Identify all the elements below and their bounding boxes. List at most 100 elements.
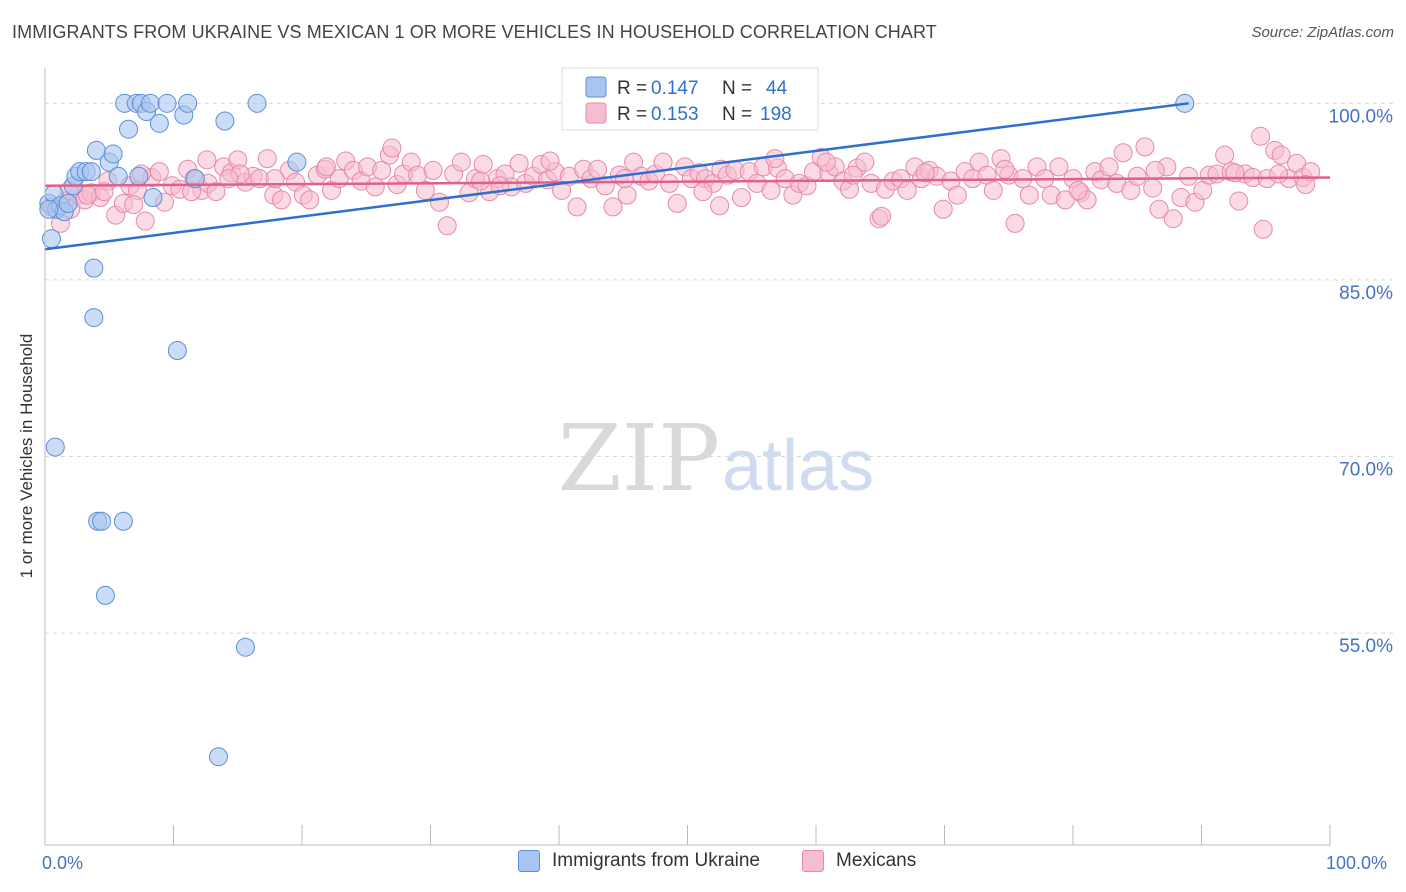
mexican-point xyxy=(473,155,493,175)
y-tick-label: 70.0% xyxy=(1339,460,1393,481)
stats-legend: R = 0.147 N = 44 R = 0.153 N = 198 xyxy=(561,67,819,131)
mexican-point xyxy=(1099,157,1119,177)
legend-r-label-mexican: R = xyxy=(617,104,647,125)
mexican-point xyxy=(271,190,291,210)
legend-swatch-mexican xyxy=(585,102,607,124)
mexican-point xyxy=(693,182,713,202)
y-tick-label: 55.0% xyxy=(1339,636,1393,657)
mexican-point xyxy=(603,197,623,217)
legend-n-label-ukraine: N = xyxy=(722,78,752,99)
ukraine-point xyxy=(178,93,198,113)
mexican-point xyxy=(1269,164,1289,184)
mexican-point xyxy=(1135,137,1155,157)
mexican-point xyxy=(1163,209,1183,229)
mexican-point xyxy=(915,163,935,183)
chart-title: IMMIGRANTS FROM UKRAINE VS MEXICAN 1 OR … xyxy=(12,22,937,42)
mexican-point xyxy=(382,138,402,158)
ukraine-point xyxy=(129,166,149,186)
mexican-point xyxy=(617,185,637,205)
mexican-point xyxy=(567,197,587,217)
mexican-point xyxy=(365,177,385,197)
mexican-point xyxy=(372,160,392,180)
series-legend: Immigrants from Ukraine Mexicans xyxy=(0,850,1406,880)
watermark-atlas: atlas xyxy=(722,426,874,506)
ukraine-point xyxy=(84,258,104,278)
ukraine-point xyxy=(140,93,160,113)
mexican-point xyxy=(1271,145,1291,165)
mexican-point xyxy=(206,182,226,202)
ukraine-point xyxy=(185,169,205,189)
mexican-point xyxy=(872,206,892,226)
ukraine-point xyxy=(39,199,59,219)
mexican-point xyxy=(1179,166,1199,186)
mexican-point xyxy=(1019,185,1039,205)
legend-label-mexican: Mexicans xyxy=(836,850,917,871)
mexican-point xyxy=(197,150,217,170)
mexican-point xyxy=(995,159,1015,179)
mexican-point xyxy=(588,159,608,179)
legend-r-label-ukraine: R = xyxy=(617,78,647,99)
source-label: Source: ZipAtlas.com xyxy=(1251,24,1394,41)
legend-n-value-mexican: 198 xyxy=(760,104,792,125)
legend-swatch-mexican-bottom xyxy=(802,850,824,872)
legend-swatch-ukraine xyxy=(585,76,607,98)
ukraine-point xyxy=(58,193,78,213)
legend-n-value-ukraine: 44 xyxy=(766,78,788,99)
x-tick-label-max: 100.0% xyxy=(1326,853,1388,873)
mexican-point xyxy=(947,185,967,205)
mexican-trend-line xyxy=(44,176,1331,187)
ukraine-trend-line xyxy=(44,102,1189,251)
mexican-point xyxy=(615,169,635,189)
mexican-point xyxy=(1049,157,1069,177)
ukraine-point xyxy=(84,308,104,328)
mexican-point xyxy=(149,162,169,182)
ukraine-point xyxy=(103,144,123,164)
mexican-point xyxy=(897,180,917,200)
mexican-point xyxy=(423,160,443,180)
mexican-point xyxy=(710,196,730,216)
mexican-point xyxy=(1149,199,1169,219)
mexican-point xyxy=(509,153,529,173)
ukraine-point xyxy=(167,341,187,361)
mexican-point xyxy=(300,190,320,210)
mexican-point xyxy=(855,152,875,172)
mexican-point xyxy=(1143,178,1163,198)
legend-r-value-mexican: 0.153 xyxy=(651,104,699,125)
mexican-point xyxy=(667,193,687,213)
legend-item-mexican: Mexicans xyxy=(802,850,916,872)
mexican-point xyxy=(1005,213,1025,233)
ukraine-point xyxy=(149,113,169,133)
mexican-point xyxy=(471,171,491,191)
y-tick-label: 100.0% xyxy=(1329,106,1394,127)
mexican-point xyxy=(429,192,449,212)
mexican-point xyxy=(540,151,560,171)
mexican-point xyxy=(257,149,277,169)
ukraine-point xyxy=(247,93,267,113)
mexican-point xyxy=(1127,166,1147,186)
mexican-point xyxy=(660,173,680,193)
y-tick-label: 85.0% xyxy=(1339,283,1393,304)
watermark-zip: ZIP xyxy=(558,405,720,512)
mexican-point xyxy=(765,149,785,169)
mexican-point xyxy=(94,182,114,202)
legend-n-label-mexican: N = xyxy=(722,104,752,125)
ukraine-point xyxy=(113,511,133,531)
mexican-point xyxy=(451,152,471,172)
mexican-point xyxy=(933,199,953,219)
mexican-point xyxy=(983,180,1003,200)
ukraine-point xyxy=(235,637,255,657)
mexican-point xyxy=(415,180,435,200)
legend-swatch-ukraine-bottom xyxy=(518,850,540,872)
ukraine-point xyxy=(108,166,128,186)
mexican-point xyxy=(761,180,781,200)
x-tick-label-min: 0.0% xyxy=(42,853,84,873)
ukraine-point xyxy=(215,111,235,131)
legend-r-value-ukraine: 0.147 xyxy=(651,78,699,99)
mexican-point xyxy=(1229,191,1249,211)
mexican-point xyxy=(1253,219,1273,239)
ukraine-point xyxy=(208,747,228,767)
legend-item-ukraine: Immigrants from Ukraine xyxy=(518,850,760,872)
mexican-point xyxy=(816,152,836,172)
mexican-point xyxy=(437,216,457,236)
